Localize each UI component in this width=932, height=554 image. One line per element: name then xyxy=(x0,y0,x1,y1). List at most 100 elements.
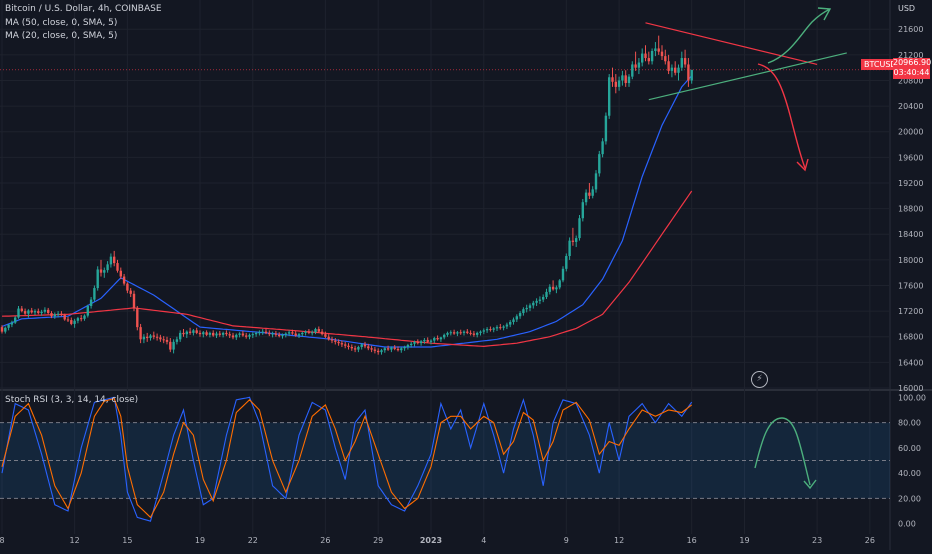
candle-body xyxy=(443,334,446,338)
candle-body xyxy=(568,240,571,257)
candle-body xyxy=(215,333,218,336)
bearish-arrowhead xyxy=(796,158,809,172)
price-tick-label: 20800 xyxy=(898,76,923,85)
price-tick-label: 19200 xyxy=(898,179,923,188)
candle-body xyxy=(172,341,175,350)
bar-countdown: 03:40:44 xyxy=(893,68,930,77)
candle-body xyxy=(132,293,136,308)
candle-body xyxy=(687,64,690,81)
ma20-line xyxy=(1,75,693,348)
candle-body xyxy=(403,346,406,349)
ma20-legend[interactable]: MA (20, close, 0, SMA, 5) xyxy=(5,31,118,41)
candle-body xyxy=(142,336,146,340)
candle-body xyxy=(604,115,608,142)
candle-body xyxy=(383,348,386,351)
date-tick-label: 26 xyxy=(865,536,875,545)
candle-body xyxy=(416,341,419,344)
candle-body xyxy=(254,332,258,335)
candle-body xyxy=(0,327,4,332)
candle-body xyxy=(129,290,132,294)
candle-body xyxy=(225,332,228,335)
candle-body xyxy=(386,348,390,350)
candle-body xyxy=(208,332,212,335)
candle-body xyxy=(248,334,251,337)
lightning-icon[interactable]: ⚡ xyxy=(751,371,768,388)
candle-body xyxy=(43,309,47,312)
candle-body xyxy=(146,336,149,339)
candle-body xyxy=(122,276,126,284)
candle-body xyxy=(637,62,641,68)
price-tick-label: 20000 xyxy=(898,128,923,137)
date-tick-label: 12 xyxy=(614,536,624,545)
candle-body xyxy=(449,332,452,334)
candle-body xyxy=(601,141,604,155)
stoch-rsi-legend[interactable]: Stoch RSI (3, 3, 14, 14, close) xyxy=(5,395,139,405)
stoch-rsi-lines xyxy=(1,396,693,522)
bearish-projection-arrow xyxy=(757,63,806,169)
candle-body xyxy=(502,326,505,328)
candle-body xyxy=(340,343,344,345)
candle-body xyxy=(429,340,433,342)
candle-body xyxy=(532,302,535,306)
candle-body xyxy=(485,329,489,331)
support-trendline xyxy=(648,52,847,101)
candle-body xyxy=(287,332,291,334)
candle-body xyxy=(33,311,37,313)
moving-averages xyxy=(0,69,890,348)
candle-body xyxy=(423,339,426,342)
candle-body xyxy=(73,320,76,324)
candle-body xyxy=(551,286,555,290)
candle-body xyxy=(413,341,416,344)
symbol-legend[interactable]: Bitcoin / U.S. Dollar, 4h, COINBASE xyxy=(5,4,162,14)
candle-body xyxy=(426,339,429,342)
candle-body xyxy=(456,332,459,334)
resistance-trendline xyxy=(645,22,818,66)
current-price-tag: 20966.90 03:40:44 xyxy=(893,58,931,79)
date-tick-label: 2023 xyxy=(420,536,442,545)
candle-body xyxy=(231,335,235,338)
candle-body xyxy=(50,313,53,317)
candle-body xyxy=(634,64,637,68)
price-tick-label: 19600 xyxy=(898,153,923,162)
candle-body xyxy=(584,192,588,203)
candle-body xyxy=(281,334,284,337)
candle-body xyxy=(278,334,281,337)
candle-body xyxy=(307,331,311,333)
candle-body xyxy=(80,318,83,320)
candle-body xyxy=(598,154,601,174)
bullish-projection-arrow xyxy=(767,8,831,64)
date-tick-label: 16 xyxy=(687,536,697,545)
candle-body xyxy=(377,350,380,353)
candle-body xyxy=(238,333,241,335)
candle-body xyxy=(271,333,274,335)
date-tick-label: 29 xyxy=(373,536,383,545)
candle-body xyxy=(591,189,594,196)
candle-body xyxy=(505,324,509,327)
rsi-tick-label: 40.00 xyxy=(898,469,921,478)
candle-body xyxy=(542,297,545,300)
candle-body xyxy=(86,305,89,316)
candle-body xyxy=(17,308,20,318)
candle-body xyxy=(683,58,687,65)
candle-body xyxy=(126,283,129,291)
candle-body xyxy=(611,77,614,82)
rsi-projection-arrow xyxy=(754,417,811,486)
date-tick-label: 26 xyxy=(320,536,330,545)
candle-body xyxy=(561,268,565,281)
candle-body xyxy=(291,332,294,334)
candle-body xyxy=(152,335,155,337)
candle-body xyxy=(324,334,327,337)
candle-body xyxy=(334,340,337,342)
candle-body xyxy=(40,311,43,314)
candle-body xyxy=(558,280,561,288)
ma50-legend[interactable]: MA (50, close, 0, SMA, 5) xyxy=(5,18,118,28)
candle-body xyxy=(545,291,548,298)
candle-body xyxy=(614,81,617,87)
candle-body xyxy=(650,51,654,62)
candle-body xyxy=(690,69,693,81)
candle-body xyxy=(565,256,568,269)
price-tick-label: 17600 xyxy=(898,281,923,290)
candle-body xyxy=(555,287,558,290)
